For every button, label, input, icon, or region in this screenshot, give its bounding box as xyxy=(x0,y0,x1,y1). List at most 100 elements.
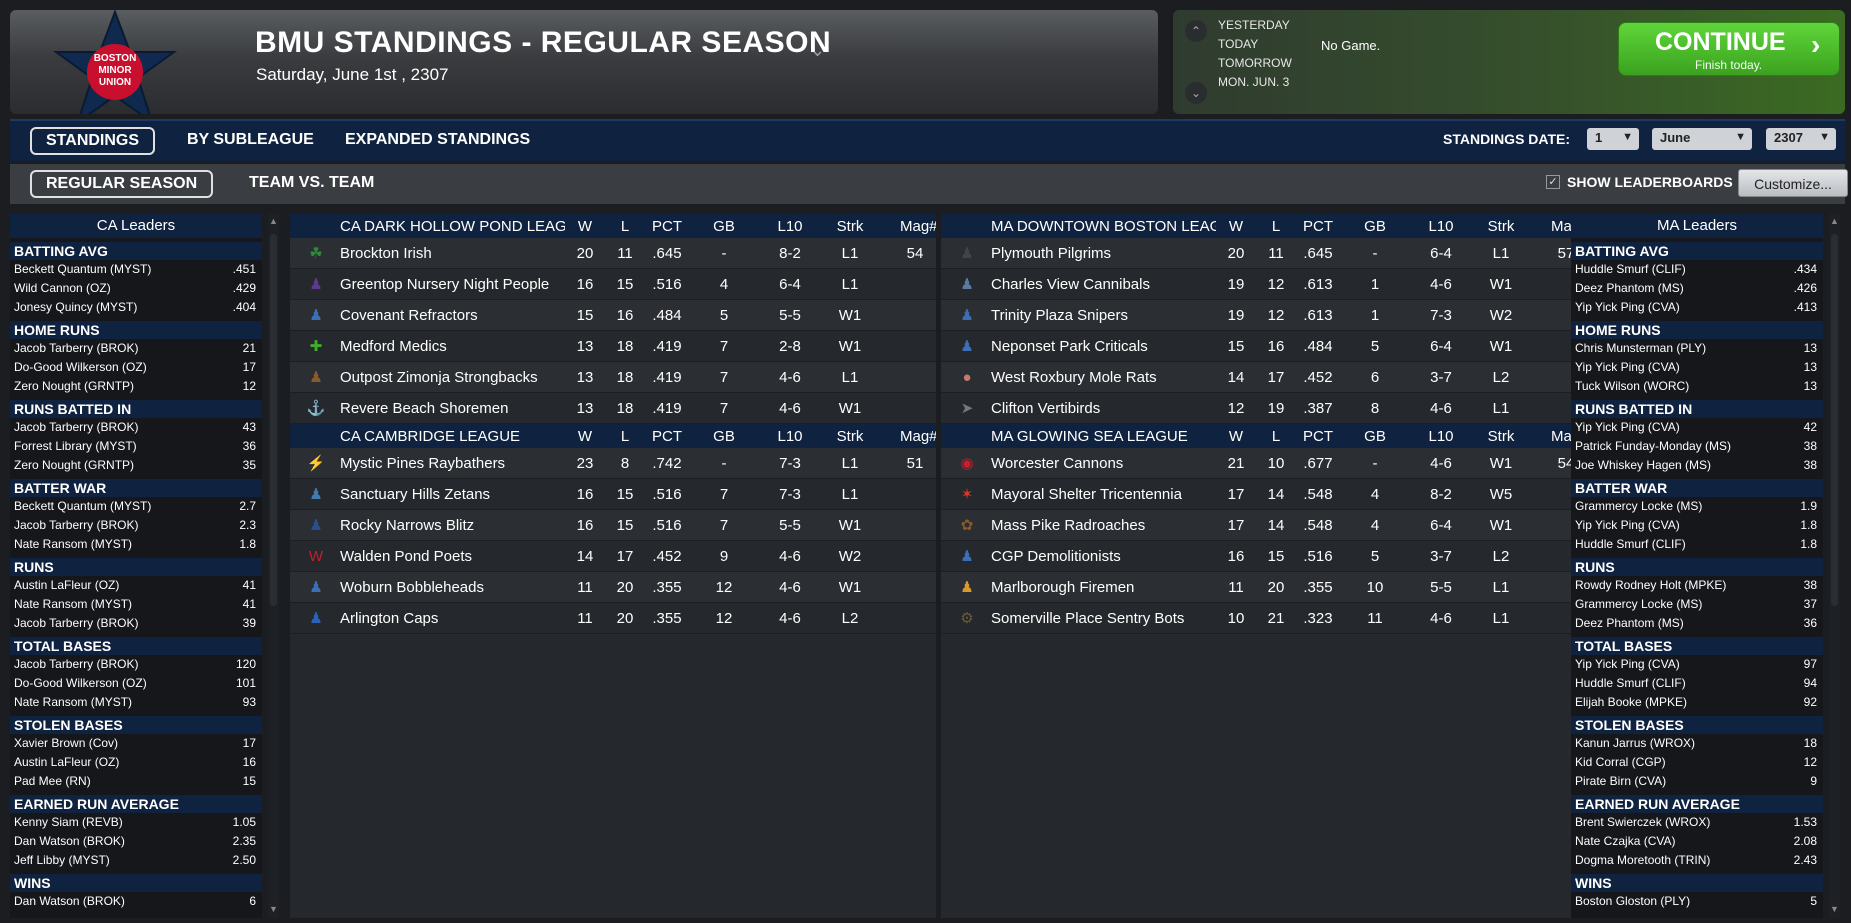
tab-expanded-standings[interactable]: EXPANDED STANDINGS xyxy=(345,131,531,148)
table-row[interactable]: ⚙ Somerville Place Sentry Bots 10 21 .323 11 4… xyxy=(941,603,1587,634)
tab-team-vs-team[interactable]: TEAM VS. TEAM xyxy=(249,174,375,191)
team-name[interactable]: CGP Demolitionists xyxy=(991,548,1121,565)
leader-row[interactable]: Deez Phantom (MS) .426 xyxy=(1571,279,1823,298)
customize-button[interactable]: Customize... xyxy=(1738,169,1848,197)
team-name[interactable]: Mayoral Shelter Tricentennia xyxy=(991,486,1182,503)
leader-row[interactable]: Jacob Tarberry (BROK) 2.3 xyxy=(10,516,262,535)
leader-row[interactable]: Beckett Quantum (MYST) 2.7 xyxy=(10,497,262,516)
leader-row[interactable]: Grammercy Locke (MS) 37 xyxy=(1571,595,1823,614)
leader-row[interactable]: Dan Watson (BROK) 2.35 xyxy=(10,832,262,851)
table-row[interactable]: ✿ Mass Pike Radroaches 17 14 .548 4 6-4 W1 xyxy=(941,510,1587,541)
leader-row[interactable]: Zero Nought (GRNTP) 35 xyxy=(10,456,262,475)
col-gb-header[interactable]: GB xyxy=(713,428,735,445)
leader-row[interactable]: Do-Good Wilkerson (OZ) 17 xyxy=(10,358,262,377)
team-name[interactable]: Charles View Cannibals xyxy=(991,276,1150,293)
leader-row[interactable]: Yip Yick Ping (CVA) 97 xyxy=(1571,655,1823,674)
col-l-header[interactable]: L xyxy=(1271,428,1281,445)
team-name[interactable]: Mystic Pines Raybathers xyxy=(340,455,506,472)
leader-row[interactable]: Dan Watson (BROK) 6 xyxy=(10,892,262,911)
leader-row[interactable]: Beckett Quantum (MYST) .451 xyxy=(10,260,262,279)
table-row[interactable]: ♟ Charles View Cannibals 19 12 .613 1 4-6 W1 xyxy=(941,269,1587,300)
team-name[interactable]: Revere Beach Shoremen xyxy=(340,400,509,417)
schedule-next-date[interactable]: MON. JUN. 3 xyxy=(1218,75,1290,89)
col-strk-header[interactable]: Strk xyxy=(836,428,864,445)
leader-row[interactable]: Grammercy Locke (MS) 1.9 xyxy=(1571,497,1823,516)
team-name[interactable]: Trinity Plaza Snipers xyxy=(991,307,1128,324)
leader-row[interactable]: Yip Yick Ping (CVA) 1.8 xyxy=(1571,516,1823,535)
leader-row[interactable]: Nate Ransom (MYST) 93 xyxy=(10,693,262,712)
leader-row[interactable]: Elijah Booke (MPKE) 92 xyxy=(1571,693,1823,712)
leader-row[interactable]: Jacob Tarberry (BROK) 39 xyxy=(10,614,262,633)
col-pct-header[interactable]: PCT xyxy=(1303,218,1333,235)
date-month-select[interactable]: June ▼ xyxy=(1652,128,1752,150)
team-name[interactable]: Arlington Caps xyxy=(340,610,439,627)
scroll-down-icon[interactable]: ▼ xyxy=(1830,904,1839,914)
team-name[interactable]: Marlborough Firemen xyxy=(991,579,1135,596)
col-l-header[interactable]: L xyxy=(620,428,630,445)
col-l-header[interactable]: L xyxy=(1271,218,1281,235)
col-l10-header[interactable]: L10 xyxy=(777,428,803,445)
table-row[interactable]: ♟ Rocky Narrows Blitz 16 15 .516 7 5-5 W1 xyxy=(290,510,936,541)
leader-row[interactable]: Huddle Smurf (CLIF) .434 xyxy=(1571,260,1823,279)
tab-regular-season[interactable]: REGULAR SEASON xyxy=(30,170,214,198)
leader-row[interactable]: Jonesy Quincy (MYST) .404 xyxy=(10,298,262,317)
col-gb-header[interactable]: GB xyxy=(1364,428,1386,445)
table-row[interactable]: ♟ Covenant Refractors 15 16 .484 5 5-5 W1 xyxy=(290,300,936,331)
left-leaders-scrollbar[interactable]: ▲ ▼ xyxy=(268,214,279,918)
right-leaders-scrollbar[interactable]: ▲ ▼ xyxy=(1829,214,1840,918)
table-row[interactable]: ♟ Sanctuary Hills Zetans 16 15 .516 7 7-3 L1 xyxy=(290,479,936,510)
leader-row[interactable]: Wild Cannon (OZ) .429 xyxy=(10,279,262,298)
date-year-select[interactable]: 2307 ▼ xyxy=(1766,128,1836,150)
leader-row[interactable]: Deez Phantom (MS) 36 xyxy=(1571,614,1823,633)
scroll-thumb[interactable] xyxy=(1831,234,1838,606)
show-leaderboards-checkbox[interactable]: ✓ xyxy=(1546,175,1560,189)
table-row[interactable]: ➤ Clifton Vertibirds 12 19 .387 8 4-6 L1 xyxy=(941,393,1587,424)
team-name[interactable]: Somerville Place Sentry Bots xyxy=(991,610,1185,627)
table-row[interactable]: ✶ Mayoral Shelter Tricentennia 17 14 .548 4 8-… xyxy=(941,479,1587,510)
scroll-up-icon[interactable]: ▲ xyxy=(1830,216,1839,226)
team-name[interactable]: Clifton Vertibirds xyxy=(991,400,1101,417)
team-name[interactable]: Walden Pond Poets xyxy=(340,548,473,565)
leader-row[interactable]: Yip Yick Ping (CVA) 42 xyxy=(1571,418,1823,437)
team-name[interactable]: West Roxbury Mole Rats xyxy=(991,369,1157,386)
tab-by-subleague[interactable]: BY SUBLEAGUE xyxy=(187,131,314,148)
schedule-yesterday[interactable]: YESTERDAY xyxy=(1218,18,1290,32)
col-gb-header[interactable]: GB xyxy=(1364,218,1386,235)
leader-row[interactable]: Nate Czajka (CVA) 2.08 xyxy=(1571,832,1823,851)
team-name[interactable]: Rocky Narrows Blitz xyxy=(340,517,475,534)
table-row[interactable]: ♟ Neponset Park Criticals 15 16 .484 5 6-4 W1 xyxy=(941,331,1587,362)
table-row[interactable]: ♟ Outpost Zimonja Strongbacks 13 18 .419 7 4-6… xyxy=(290,362,936,393)
leader-row[interactable]: Chris Munsterman (PLY) 13 xyxy=(1571,339,1823,358)
leader-row[interactable]: Jeff Libby (MYST) 2.50 xyxy=(10,851,262,870)
schedule-today[interactable]: TODAY xyxy=(1218,37,1259,51)
table-row[interactable]: ◉ Worcester Cannons 21 10 .677 - 4-6 W1 54 xyxy=(941,448,1587,479)
col-strk-header[interactable]: Strk xyxy=(1487,218,1515,235)
leader-row[interactable]: Kanun Jarrus (WROX) 18 xyxy=(1571,734,1823,753)
leader-row[interactable]: Brent Swierczek (WROX) 1.53 xyxy=(1571,813,1823,832)
col-w-header[interactable]: W xyxy=(577,428,593,445)
leader-row[interactable]: Xavier Brown (Cov) 17 xyxy=(10,734,262,753)
scroll-up-icon[interactable]: ▲ xyxy=(269,216,278,226)
leader-row[interactable]: Do-Good Wilkerson (OZ) 101 xyxy=(10,674,262,693)
table-row[interactable]: ♟ Plymouth Pilgrims 20 11 .645 - 6-4 L1 57 xyxy=(941,238,1587,269)
chevron-down-icon[interactable]: ⌄ xyxy=(810,40,826,60)
col-pct-header[interactable]: PCT xyxy=(652,218,682,235)
leader-row[interactable]: Kid Corral (CGP) 12 xyxy=(1571,753,1823,772)
col-strk-header[interactable]: Strk xyxy=(836,218,864,235)
col-w-header[interactable]: W xyxy=(577,218,593,235)
col-w-header[interactable]: W xyxy=(1228,218,1244,235)
leader-row[interactable]: Nate Ransom (MYST) 41 xyxy=(10,595,262,614)
team-name[interactable]: Mass Pike Radroaches xyxy=(991,517,1146,534)
leader-row[interactable]: Dogma Moretooth (TRIN) 2.43 xyxy=(1571,851,1823,870)
table-row[interactable]: ♟ Trinity Plaza Snipers 19 12 .613 1 7-3 W2 xyxy=(941,300,1587,331)
leader-row[interactable]: Nate Ransom (MYST) 1.8 xyxy=(10,535,262,554)
leader-row[interactable]: Austin LaFleur (OZ) 41 xyxy=(10,576,262,595)
schedule-tomorrow[interactable]: TOMORROW xyxy=(1218,56,1292,70)
table-row[interactable]: ☘ Brockton Irish 20 11 .645 - 8-2 L1 54 xyxy=(290,238,936,269)
col-l-header[interactable]: L xyxy=(620,218,630,235)
leader-row[interactable]: Kenny Siam (REVB) 1.05 xyxy=(10,813,262,832)
leader-row[interactable]: Jacob Tarberry (BROK) 21 xyxy=(10,339,262,358)
chevron-down-icon[interactable]: ⌄ xyxy=(1185,82,1207,104)
table-row[interactable]: ♟ Greentop Nursery Night People 16 15 .516 4 6… xyxy=(290,269,936,300)
scroll-down-icon[interactable]: ▼ xyxy=(269,904,278,914)
